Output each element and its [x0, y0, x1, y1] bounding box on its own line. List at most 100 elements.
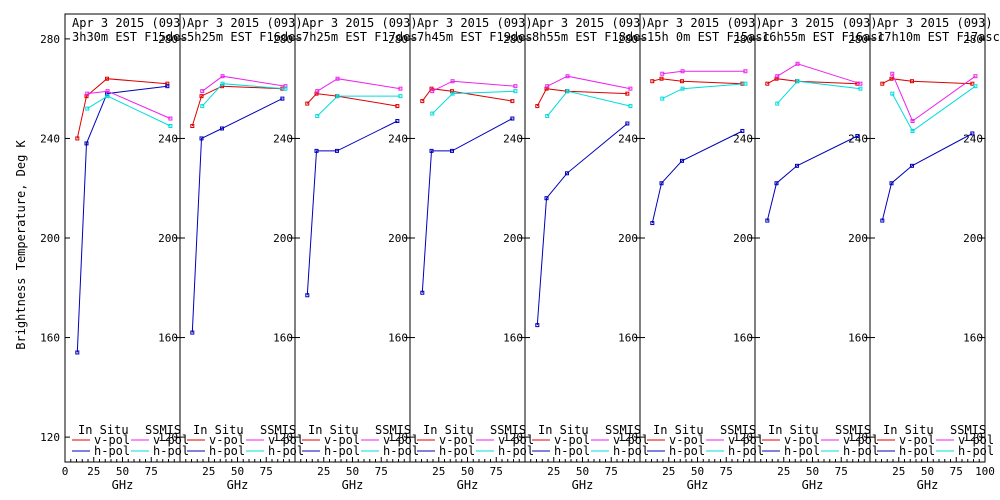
y-tick-label: 200 [618, 232, 638, 245]
y-tick-label: 280 [273, 33, 293, 46]
in-situ-h-pol-point [679, 158, 684, 163]
y-tick-label: 120 [733, 431, 753, 444]
ssmis-v-pol-line [662, 70, 746, 75]
in-situ-h-pol-point [84, 141, 89, 146]
ssmis-v-pol-point [565, 74, 570, 79]
legend-in-situ: In Situ [653, 423, 704, 437]
ssmis-h-pol-point [335, 94, 340, 99]
ssmis-v-pol-point [775, 74, 780, 79]
y-tick-label: 160 [733, 332, 753, 345]
y-tick-label: 280 [388, 33, 408, 46]
panel-8: Apr 3 2015 (093)17h10m EST F17asc 120 160 2… [869, 14, 1000, 492]
x-tick-label: 75 [145, 465, 158, 478]
y-tick-label: 120 [848, 431, 868, 444]
ssmis-h-pol-point [743, 81, 748, 86]
legend-h-pol: h-pol [728, 444, 764, 458]
y-tick-label: 200 [848, 232, 868, 245]
panel-time: 8h55m EST F18des [532, 30, 648, 44]
panel-time: 15h 0m EST F15asc [647, 30, 770, 44]
ssmis-h-pol-point [398, 94, 403, 99]
legend-v-pol: v-pol [669, 433, 705, 447]
legend-h-pol: h-pol [153, 444, 189, 458]
panel-date: Apr 3 2015 (093) [532, 16, 648, 30]
in-situ-h-pol-point [625, 121, 630, 126]
in-situ-v-pol-point [880, 81, 885, 86]
panel-1: Apr 3 2015 (093)3h30m EST F15des 120 120 16… [40, 16, 189, 492]
ssmis-v-pol-point [890, 71, 895, 76]
ssmis-v-pol-point [430, 89, 435, 94]
x-tick-label: 50 [116, 465, 129, 478]
legend-ssmis: SSMIS [720, 423, 756, 437]
y-tick-label: 120 [273, 431, 293, 444]
x-axis-label: GHz [917, 478, 939, 492]
in-situ-h-pol-line [421, 118, 513, 293]
in-situ-v-pol-point [420, 99, 425, 104]
ssmis-v-pol-point [283, 84, 288, 89]
in-situ-v-pol-point [535, 104, 540, 109]
x-tick-label: 75 [605, 465, 618, 478]
y-tick-label: 160 [503, 332, 523, 345]
ssmis-v-pol-line [777, 63, 861, 85]
y-tick-label: 160 [963, 332, 983, 345]
ssmis-h-pol-point [168, 124, 173, 128]
in-situ-v-pol-point [625, 91, 630, 96]
x-axis-label: GHz [227, 478, 249, 492]
y-tick-label: 120 [388, 431, 408, 444]
panel-date: Apr 3 2015 (093) [72, 16, 188, 30]
legend-h-pol: h-pol [209, 444, 245, 458]
legend-v-pol: v-pol [324, 433, 360, 447]
y-tick-label: 240 [273, 132, 293, 145]
ssmis-v-pol-point [85, 91, 90, 96]
in-situ-h-pol-point [774, 181, 779, 186]
in-situ-v-pol-point [395, 104, 400, 109]
y-tick-label: 160 [618, 332, 638, 345]
in-situ-v-pol-point [199, 94, 204, 99]
ssmis-h-pol-point [200, 104, 205, 109]
in-situ-h-pol-line [191, 98, 283, 333]
legend-h-pol: h-pol [613, 444, 649, 458]
panel-time: 7h25m EST F17des [302, 30, 418, 44]
in-situ-v-pol-point [970, 81, 975, 86]
ssmis-v-pol-line [432, 80, 516, 92]
legend-h-pol: h-pol [439, 444, 475, 458]
in-situ-h-pol-line [766, 135, 858, 221]
in-situ-h-pol-point [190, 330, 195, 335]
in-situ-h-pol-point [650, 221, 655, 226]
ssmis-v-pol-point [513, 84, 518, 89]
ssmis-h-pol-point [105, 94, 110, 99]
in-situ-h-pol-point [909, 163, 914, 168]
x-tick-label: 25 [892, 465, 905, 478]
y-tick-label: 160 [388, 332, 408, 345]
x-tick-label: 75 [260, 465, 273, 478]
ssmis-h-pol-point [85, 106, 90, 111]
in-situ-v-pol-point [449, 89, 454, 94]
in-situ-v-pol-line [767, 78, 858, 85]
in-situ-v-pol-point [889, 76, 894, 81]
y-tick-label: 120 [963, 431, 983, 444]
panel-5: Apr 3 2015 (093)8h55m EST F18des 120 160 20… [524, 14, 649, 492]
ssmis-h-pol-point [430, 111, 435, 116]
ssmis-h-pol-point [565, 89, 570, 94]
panel-date: Apr 3 2015 (093) [877, 16, 993, 30]
in-situ-h-pol-point [765, 218, 770, 223]
y-tick-label: 240 [40, 132, 60, 145]
x-tick-label: 75 [950, 465, 963, 478]
legend-in-situ: In Situ [768, 423, 819, 437]
panel-date: Apr 3 2015 (093) [187, 16, 303, 30]
legend-h-pol: h-pol [899, 444, 935, 458]
ssmis-v-pol-line [547, 75, 631, 90]
y-tick-label: 280 [40, 33, 60, 46]
ssmis-v-pol-point [680, 69, 685, 74]
in-situ-h-pol-point [199, 136, 204, 141]
ssmis-h-pol-point [775, 101, 780, 106]
legend-v-pol: v-pol [958, 433, 994, 447]
in-situ-v-pol-point [544, 86, 549, 91]
in-situ-v-pol-point [765, 81, 770, 86]
x-axis-label: GHz [687, 478, 709, 492]
y-tick-label: 200 [158, 232, 178, 245]
y-tick-label: 160 [273, 332, 293, 345]
ssmis-v-pol-line [891, 73, 976, 122]
in-situ-h-pol-point [970, 131, 975, 136]
in-situ-v-pol-point [190, 124, 195, 128]
y-tick-label: 240 [963, 132, 983, 145]
